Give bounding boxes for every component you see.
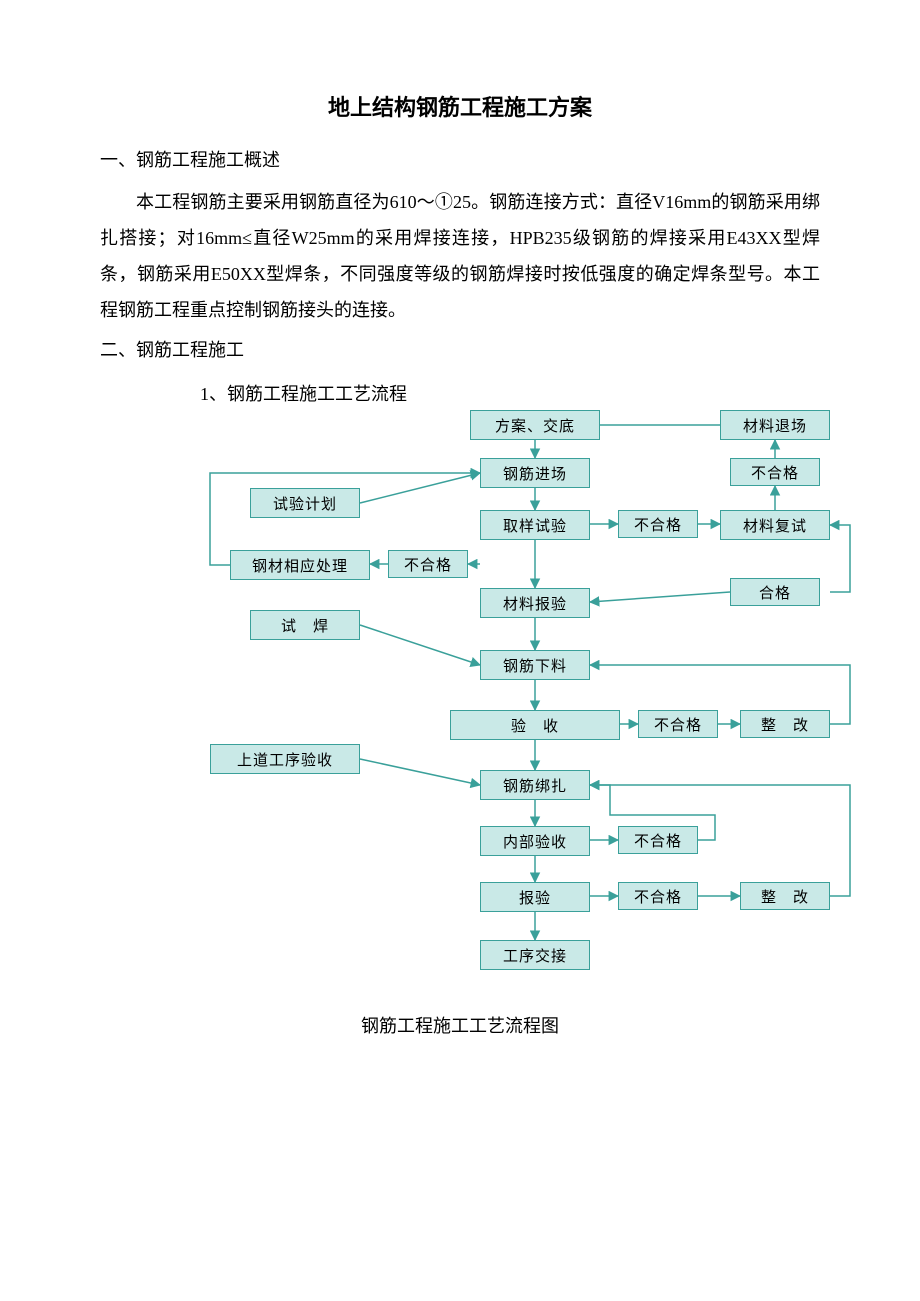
section-1-heading: 一、钢筋工程施工概述 (100, 146, 820, 172)
flowchart-node: 钢材相应处理 (230, 550, 370, 580)
paragraph-1: 本工程钢筋主要采用钢筋直径为610～①25。钢筋连接方式：直径V16mm的钢筋采… (100, 184, 820, 328)
flowchart-node: 不合格 (638, 710, 718, 738)
flowchart-node: 合格 (730, 578, 820, 606)
flowchart-node: 验 收 (450, 710, 620, 740)
flowchart-node: 不合格 (618, 510, 698, 538)
flowchart: 方案、交底材料退场钢筋进场不合格试验计划取样试验不合格材料复试钢材相应处理不合格… (140, 410, 860, 1010)
flowchart-node: 试验计划 (250, 488, 360, 518)
flowchart-node: 材料退场 (720, 410, 830, 440)
sub-heading-1: 1、钢筋工程施工工艺流程 (200, 380, 820, 406)
flowchart-node: 整 改 (740, 710, 830, 738)
flowchart-node: 材料复试 (720, 510, 830, 540)
flowchart-node: 内部验收 (480, 826, 590, 856)
flowchart-node: 钢筋下料 (480, 650, 590, 680)
flowchart-node: 整 改 (740, 882, 830, 910)
flowchart-node: 不合格 (618, 826, 698, 854)
flowchart-caption: 钢筋工程施工工艺流程图 (100, 1012, 820, 1038)
flowchart-node: 材料报验 (480, 588, 590, 618)
section-2-heading: 二、钢筋工程施工 (100, 336, 820, 362)
flowchart-node: 不合格 (618, 882, 698, 910)
flowchart-node: 不合格 (388, 550, 468, 578)
flowchart-node: 试 焊 (250, 610, 360, 640)
flowchart-node: 报验 (480, 882, 590, 912)
flowchart-node: 取样试验 (480, 510, 590, 540)
flowchart-node: 钢筋进场 (480, 458, 590, 488)
flowchart-node: 上道工序验收 (210, 744, 360, 774)
flowchart-node: 方案、交底 (470, 410, 600, 440)
doc-title: 地上结构钢筋工程施工方案 (100, 90, 820, 122)
flowchart-node: 工序交接 (480, 940, 590, 970)
flowchart-node: 钢筋绑扎 (480, 770, 590, 800)
flowchart-node: 不合格 (730, 458, 820, 486)
